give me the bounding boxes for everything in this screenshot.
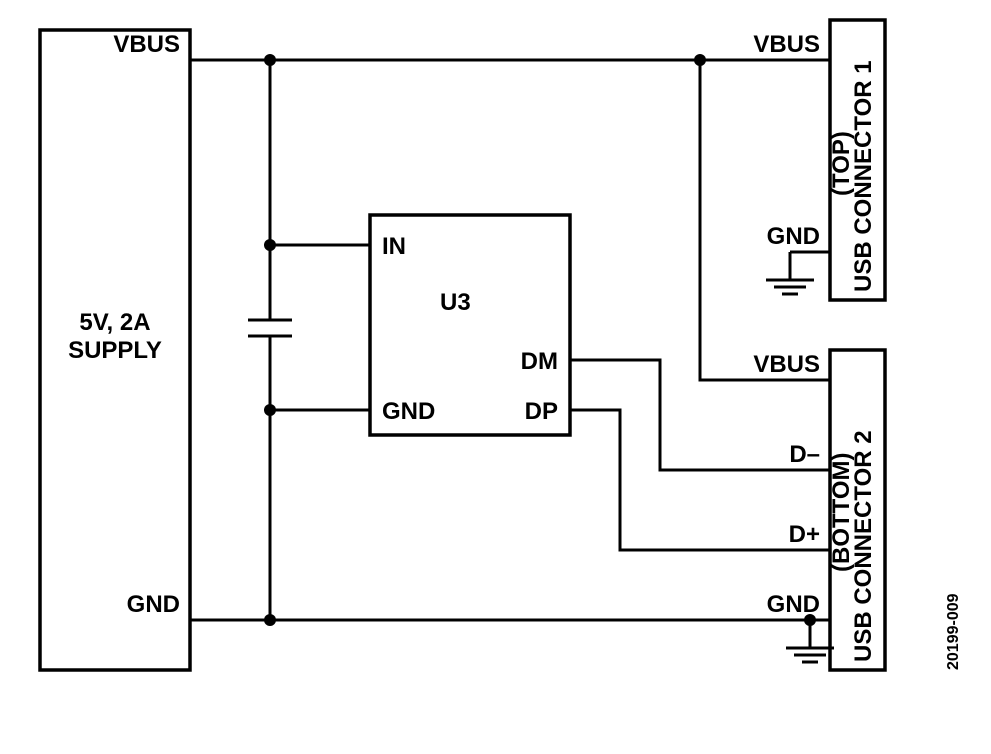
conn2-pin-dplus: D+ (789, 521, 820, 548)
conn2-title-2: (BOTTOM) (828, 452, 855, 572)
u3-pin-gnd: GND (382, 398, 435, 425)
net-vbus-drop (700, 60, 830, 380)
u3-pin-dp: DP (525, 398, 558, 425)
junction-3 (264, 404, 276, 416)
doc-number: 20199-009 (945, 593, 962, 670)
schematic-svg: 5V, 2ASUPPLYVBUSGNDU3INGNDDMDPVBUSGNDUSB… (0, 0, 991, 754)
ground-symbol-1 (786, 620, 834, 662)
u3-pin-in: IN (382, 233, 406, 260)
junction-1 (694, 54, 706, 66)
junction-2 (264, 239, 276, 251)
conn2-pin-vbus: VBUS (753, 351, 820, 378)
conn2-pin-dminus: D– (789, 441, 820, 468)
conn1-pin-vbus: VBUS (753, 31, 820, 58)
junction-4 (264, 614, 276, 626)
supply-label-1: 5V, 2A (79, 309, 150, 336)
u3-ref: U3 (440, 289, 471, 316)
net-gnd-u3 (270, 410, 370, 620)
u3-pin-dm: DM (521, 348, 558, 375)
conn1-title-2: (TOP) (828, 131, 855, 196)
supply-pin-vbus: VBUS (113, 31, 180, 58)
supply-label-2: SUPPLY (68, 337, 162, 364)
net-in-tap (270, 60, 370, 245)
conn1-pin-gnd: GND (767, 223, 820, 250)
ground-symbol-0 (766, 252, 814, 294)
conn2-pin-gnd: GND (767, 591, 820, 618)
supply-pin-gnd: GND (127, 591, 180, 618)
junction-0 (264, 54, 276, 66)
